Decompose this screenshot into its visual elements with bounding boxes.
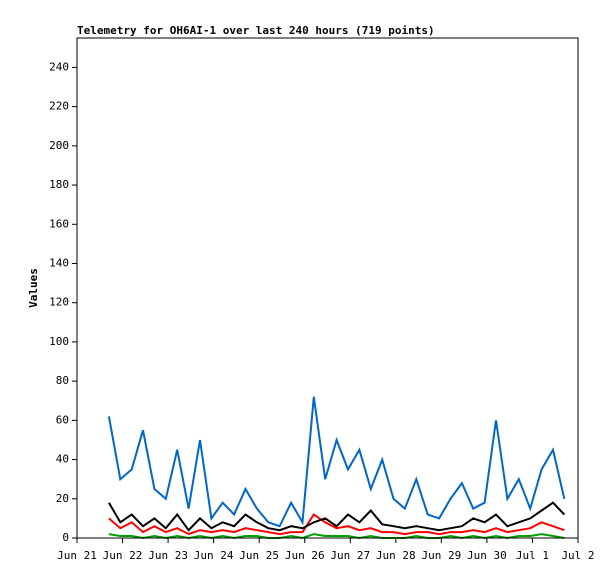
x-tick-label: Jun 26 — [285, 549, 325, 562]
y-tick-label: 240 — [49, 60, 69, 73]
series-line — [107, 396, 566, 528]
x-tick-label: Jul 2 — [561, 549, 594, 562]
x-tick-label: Jun 22 — [103, 549, 143, 562]
x-tick-label: Jun 21 — [57, 549, 97, 562]
series-line — [108, 513, 565, 536]
x-tick-label: Jun 24 — [194, 549, 234, 562]
x-tick-label: Jun 28 — [376, 549, 416, 562]
x-tick-label: Jun 29 — [421, 549, 461, 562]
x-tick-label: Jun 30 — [467, 549, 507, 562]
y-tick-label: 180 — [49, 178, 69, 191]
y-axis-label: Values — [27, 268, 40, 308]
series-line — [108, 533, 565, 540]
y-tick-label: 220 — [49, 100, 69, 113]
chart-title: Telemetry for OH6AI-1 over last 240 hour… — [77, 24, 435, 37]
y-tick-label: 200 — [49, 139, 69, 152]
series-line — [108, 501, 566, 532]
y-tick-label: 160 — [49, 217, 69, 230]
x-tick-label: Jun 25 — [239, 549, 279, 562]
x-tick-label: Jun 23 — [148, 549, 188, 562]
x-tick-label: Jun 27 — [330, 549, 370, 562]
y-tick-label: 80 — [56, 374, 69, 387]
plot-frame — [76, 37, 579, 539]
y-tick-label: 60 — [56, 413, 69, 426]
y-tick-label: 120 — [49, 296, 69, 309]
y-tick-label: 0 — [62, 531, 69, 544]
y-tick-label: 40 — [56, 453, 69, 466]
y-tick-label: 140 — [49, 256, 69, 269]
x-tick-label: Jul 1 — [516, 549, 549, 562]
y-tick-label: 100 — [49, 335, 69, 348]
y-tick-label: 20 — [56, 492, 69, 505]
